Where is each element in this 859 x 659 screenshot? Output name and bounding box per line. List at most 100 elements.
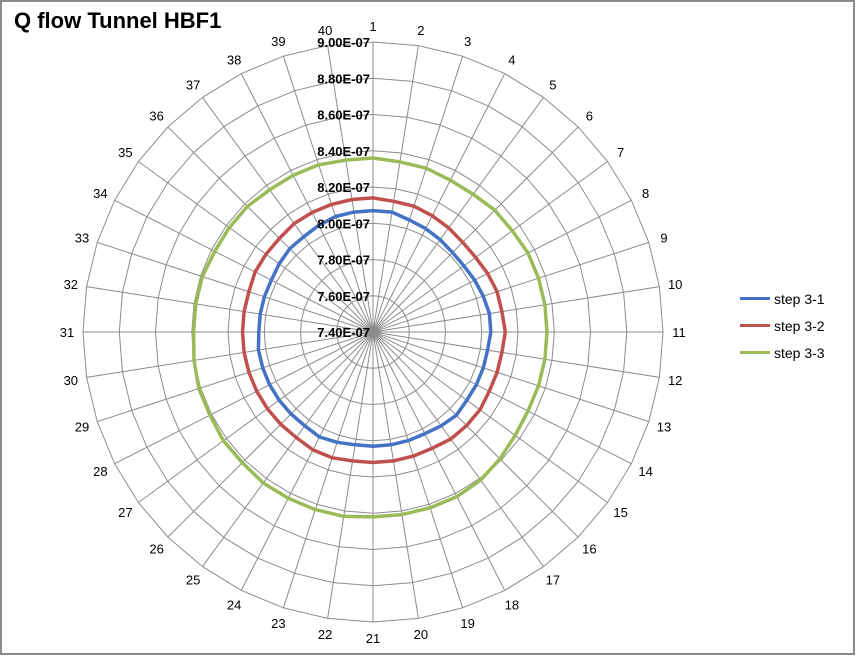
grid-spoke (327, 331, 374, 619)
category-label: 18 (505, 598, 519, 613)
grid-spoke (114, 331, 374, 465)
category-label: 36 (149, 109, 163, 124)
category-label: 3 (464, 34, 471, 49)
category-label: 20 (414, 627, 428, 642)
grid-spoke (372, 331, 579, 538)
category-label: 32 (64, 277, 78, 292)
category-label: 22 (318, 627, 332, 642)
category-label: 17 (546, 573, 560, 588)
grid-spoke (97, 241, 374, 333)
legend-label: step 3-2 (774, 317, 825, 334)
category-label: 34 (93, 186, 107, 201)
category-label: 13 (657, 420, 671, 435)
category-label: 26 (149, 541, 163, 556)
radial-tick-label: 7.80E-07 (317, 253, 370, 268)
category-label: 6 (586, 109, 593, 124)
legend-item: step 3-1 (740, 285, 825, 312)
category-label: 16 (582, 541, 596, 556)
category-label: 11 (672, 325, 686, 340)
category-label: 33 (75, 230, 89, 245)
grid-spoke (167, 331, 374, 538)
legend-swatch (740, 351, 770, 354)
category-label: 25 (186, 573, 200, 588)
radial-tick-label: 7.60E-07 (317, 289, 370, 304)
legend-item: step 3-2 (740, 312, 825, 339)
grid-spoke (327, 45, 374, 333)
category-label: 4 (508, 52, 515, 67)
grid-spoke (372, 241, 649, 333)
grid-spoke (372, 45, 419, 333)
grid-spoke (372, 331, 660, 378)
grid-spoke (97, 331, 374, 423)
grid-spoke (372, 73, 506, 333)
series-line-1 (256, 208, 493, 448)
category-label: 37 (186, 77, 200, 92)
legend-swatch (740, 297, 770, 300)
grid-spoke (202, 97, 374, 333)
grid-spoke (372, 286, 660, 333)
grid-spoke (372, 331, 506, 591)
category-label: 38 (227, 52, 241, 67)
chart-title: Q flow Tunnel HBF1 (14, 8, 222, 33)
grid-spoke (372, 126, 579, 333)
grid-spoke (202, 331, 374, 567)
legend-label: step 3-3 (774, 344, 825, 361)
category-labels: 1 234567891011121314151617181920212223242… (60, 19, 686, 646)
radar-series (191, 156, 549, 519)
grid-spoke (138, 161, 374, 333)
radial-tick-label: 8.20E-07 (317, 180, 370, 195)
radial-tick-label: 8.80E-07 (317, 71, 370, 86)
category-label: 24 (227, 598, 241, 613)
grid-spoke (372, 331, 544, 567)
grid-spoke (114, 199, 374, 333)
category-label: 12 (668, 373, 682, 388)
category-label: 31 (60, 325, 74, 340)
category-label: 2 (417, 23, 424, 38)
category-label: 10 (668, 277, 682, 292)
grid-spoke (240, 331, 374, 591)
chart-legend: step 3-1 step 3-2 step 3-3 (740, 285, 825, 366)
category-label: 14 (638, 464, 652, 479)
category-label: 19 (460, 616, 474, 631)
grid-spoke (372, 56, 464, 333)
radar-grid (82, 41, 664, 623)
category-label: 5 (549, 77, 556, 92)
category-label: 9 (660, 230, 667, 245)
series-line-3 (191, 156, 549, 519)
legend-item: step 3-3 (740, 339, 825, 366)
legend-label: step 3-1 (774, 290, 825, 307)
category-label: 1 (369, 19, 376, 34)
grid-spoke (372, 331, 649, 423)
radial-tick-label: 8.40E-07 (317, 144, 370, 159)
grid-spoke (138, 331, 374, 503)
grid-spoke (372, 331, 608, 503)
category-label: 21 (366, 631, 380, 646)
grid-spoke (372, 97, 544, 333)
category-label: 28 (93, 464, 107, 479)
grid-spoke (372, 161, 608, 333)
series-line-2 (240, 196, 508, 465)
grid-spoke (86, 286, 374, 333)
grid-spoke (282, 56, 374, 333)
grid-spoke (372, 331, 419, 619)
radial-tick-labels: 7.40E-07 7.60E-07 7.80E-07 8.00E-07 8.20E-07… (317, 35, 370, 340)
radial-tick-label: 8.00E-07 (317, 216, 370, 231)
category-label: 29 (75, 420, 89, 435)
radial-tick-label: 7.40E-07 (317, 325, 370, 340)
radial-tick-label: 9.00E-07 (317, 35, 370, 50)
category-label: 27 (118, 505, 132, 520)
grid-spoke (282, 331, 374, 608)
grid-spoke (372, 331, 632, 465)
category-label: 23 (271, 616, 285, 631)
radial-tick-label: 8.60E-07 (317, 108, 370, 123)
category-label: 35 (118, 145, 132, 160)
grid-spoke (372, 199, 632, 333)
grid-spoke (240, 73, 374, 333)
grid-spoke (372, 331, 464, 608)
grid-spoke (86, 331, 374, 378)
grid-spoke (167, 126, 374, 333)
category-label: 40 (318, 23, 332, 38)
category-label: 7 (617, 145, 624, 160)
